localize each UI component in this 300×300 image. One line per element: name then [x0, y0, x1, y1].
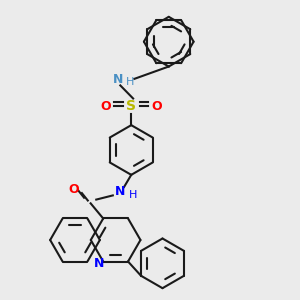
- Text: O: O: [68, 183, 79, 196]
- Text: N: N: [94, 257, 105, 270]
- Text: O: O: [151, 100, 162, 112]
- Text: H: H: [129, 190, 138, 200]
- Text: N: N: [115, 185, 125, 198]
- Text: H: H: [125, 77, 134, 87]
- Text: O: O: [100, 100, 111, 112]
- Text: N: N: [113, 73, 124, 86]
- Text: S: S: [126, 99, 136, 113]
